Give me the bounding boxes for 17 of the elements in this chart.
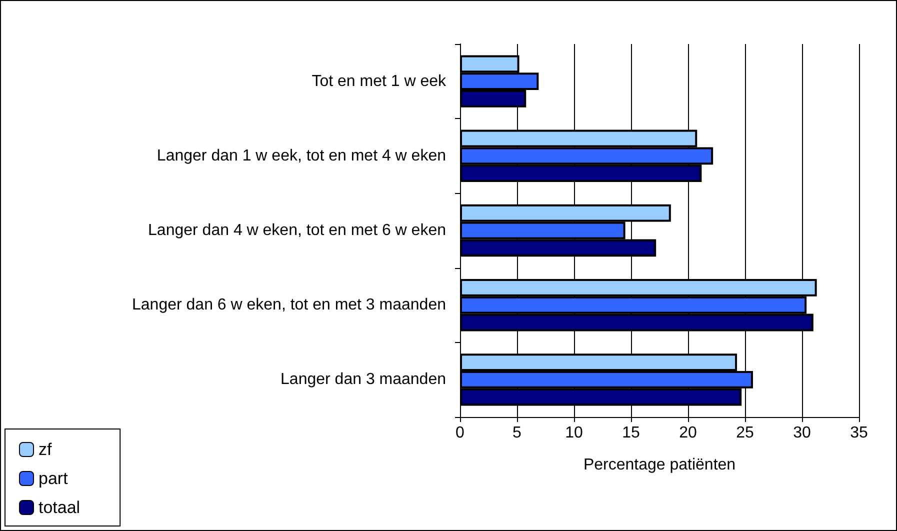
legend-label: totaal <box>38 498 80 517</box>
x-tick-label: 20 <box>679 424 697 442</box>
x-tick-label: 0 <box>456 424 465 442</box>
y-tick-label: Langer dan 6 w eken, tot en met 3 maanden <box>132 296 446 314</box>
legend-label: zf <box>38 440 52 459</box>
x-axis-title: Percentage patiënten <box>583 456 736 474</box>
x-tick-label: 35 <box>850 424 868 442</box>
x-tick-label: 25 <box>736 424 754 442</box>
y-tick-label: Langer dan 4 w eken, tot en met 6 w eken <box>148 222 446 239</box>
x-tick-label: 30 <box>793 424 811 442</box>
y-tick-label: Langer dan 1 w eek, tot en met 4 w eken <box>156 147 446 164</box>
y-tick-label: Tot en met 1 w eek <box>312 72 447 90</box>
legend-label: part <box>38 469 68 488</box>
x-tick-label: 15 <box>622 424 640 442</box>
x-tick-label: 5 <box>512 424 522 442</box>
y-tick-label: Langer dan 3 maanden <box>280 371 446 388</box>
x-tick-label: 10 <box>565 424 583 442</box>
